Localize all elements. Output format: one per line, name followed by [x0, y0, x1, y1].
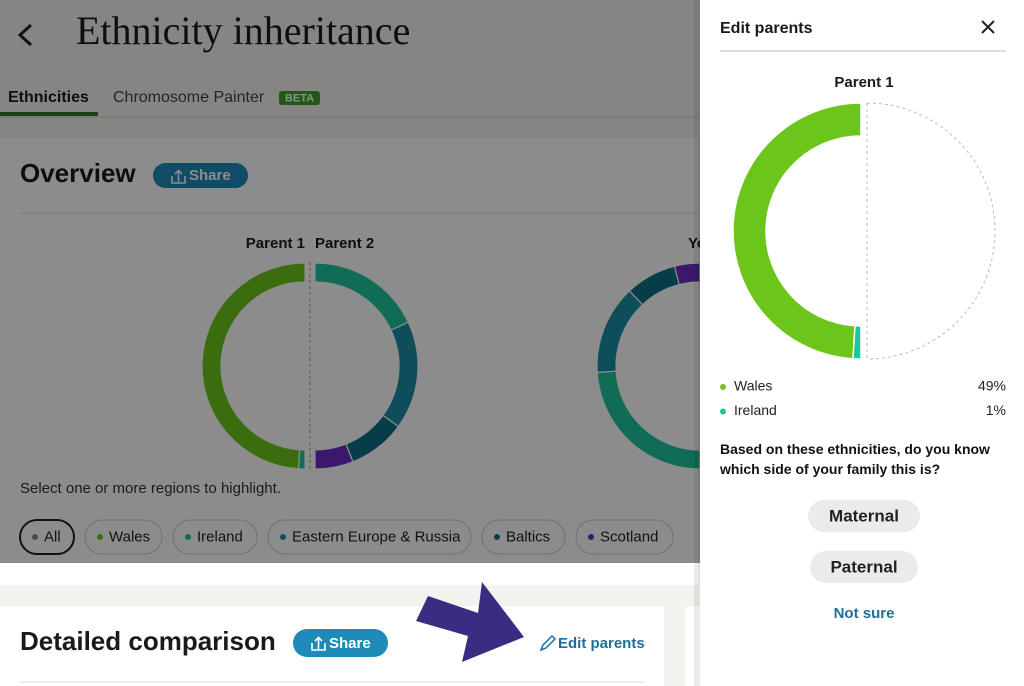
filter-pill[interactable] [19, 519, 75, 555]
share-label: Share [329, 635, 371, 652]
section-title: Detailed comparison [20, 626, 276, 656]
panel-question: Based on these ethnicities, do you know … [720, 441, 990, 477]
filter-pill[interactable] [575, 519, 674, 555]
donut-segment [628, 265, 680, 306]
share-button[interactable] [153, 163, 248, 188]
not-sure-link[interactable]: Not sure [834, 605, 895, 622]
chart-label: Parent 1 [834, 74, 893, 91]
choice-label: Paternal [830, 557, 897, 576]
chart-label: Parent 1 [246, 235, 305, 252]
filter-label: Scotland [600, 528, 658, 545]
filter-dot [97, 534, 103, 540]
panel-shadow [694, 0, 700, 686]
tab-underline [0, 112, 98, 116]
page-title: Ethnicity inheritance [76, 8, 410, 53]
pencil-icon [539, 634, 557, 652]
donut-segment [732, 102, 862, 360]
filter-label: Eastern Europe & Russia [292, 528, 461, 545]
choice-label: Maternal [829, 506, 899, 525]
close-button[interactable] [981, 20, 995, 34]
tab[interactable]: Ethnicities [8, 89, 89, 106]
panel-title: Edit parents [720, 20, 813, 37]
donut-segment [596, 290, 644, 374]
legend-label: Wales [734, 378, 772, 394]
choice-button[interactable] [808, 500, 920, 532]
filter-label: Wales [109, 528, 150, 545]
beta-badge [279, 91, 320, 105]
edit-link[interactable]: Edit parents [558, 635, 645, 652]
donut-segment [596, 370, 701, 470]
filter-dot [32, 534, 38, 540]
modal-overlay [0, 0, 700, 563]
edit-panel [700, 0, 1024, 686]
back-button[interactable] [17, 23, 33, 47]
filter-pill[interactable] [172, 519, 258, 555]
legend-label: Ireland [734, 402, 777, 418]
section-title: Overview [20, 158, 136, 188]
legend-dot [720, 384, 726, 390]
pointer-arrow [416, 582, 524, 662]
legend-dot [720, 408, 726, 415]
share-icon [311, 636, 326, 651]
filter-label: Baltics [506, 528, 550, 545]
legend-value: 49% [978, 378, 1006, 394]
choice-button[interactable] [810, 551, 918, 583]
filter-label: Ireland [197, 528, 243, 545]
hint-text: Select one or more regions to highlight. [20, 480, 281, 497]
filter-dot [588, 534, 594, 540]
donut-segment [852, 325, 862, 360]
side-card [685, 606, 705, 686]
filter-pill[interactable] [84, 519, 163, 555]
donut-segment [297, 449, 306, 470]
chart-label: Parent 2 [315, 235, 374, 252]
share-icon [171, 169, 186, 184]
filter-pill[interactable] [267, 519, 472, 555]
filter-pill[interactable] [481, 519, 566, 555]
legend-value: 1% [986, 402, 1006, 418]
filter-dot [185, 534, 191, 540]
empty-half [866, 102, 996, 360]
donut-segment [314, 443, 354, 470]
share-label: Share [189, 167, 231, 184]
filter-dot [280, 534, 286, 540]
tab[interactable]: Chromosome Painter [113, 89, 265, 106]
filter-label: All [44, 528, 61, 545]
filter-dot [494, 534, 500, 540]
beta-label: BETA [285, 92, 314, 104]
donut-segment [201, 262, 306, 470]
